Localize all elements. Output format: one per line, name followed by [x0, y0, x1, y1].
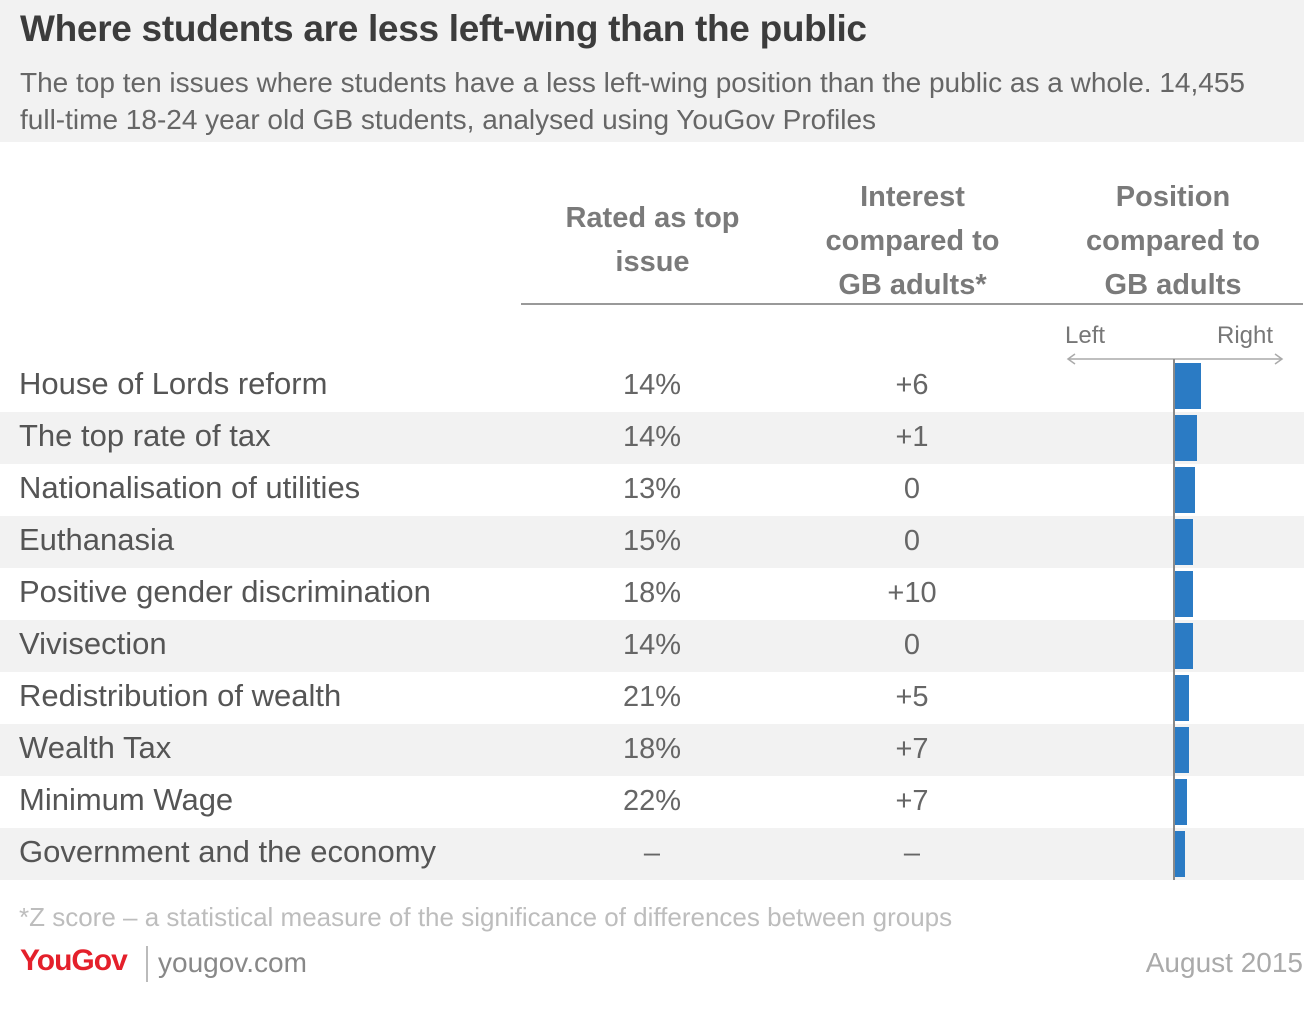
table-row: Nationalisation of utilities 13% 0 [0, 464, 1304, 516]
interest-value: – [903, 837, 921, 869]
rated-value: 21% [622, 681, 682, 713]
logo-divider [146, 946, 148, 982]
axis-label-right: Right [1217, 322, 1274, 349]
footnote: *Z score – a statistical measure of the … [19, 902, 953, 932]
issue-label: House of Lords reform [19, 366, 328, 401]
rated-value: 15% [622, 525, 682, 557]
yougov-logo: YouGov [20, 944, 128, 977]
interest-value: +10 [887, 577, 937, 609]
issue-label: Government and the economy [19, 834, 437, 869]
position-bar [1175, 675, 1189, 721]
issue-label: Minimum Wage [19, 782, 234, 817]
interest-value: +1 [895, 421, 929, 453]
interest-value: +5 [895, 681, 929, 713]
chart-title: Where students are less left-wing than t… [20, 8, 867, 49]
rated-value: 14% [622, 629, 682, 661]
issue-label: Euthanasia [19, 522, 175, 557]
position-bar [1175, 831, 1185, 877]
table-row: Government and the economy – – [0, 828, 1304, 880]
column-header-rated: Rated as top issue [565, 202, 740, 278]
rated-value: 18% [622, 577, 682, 609]
rated-value: 22% [622, 785, 682, 817]
table-row: Wealth Tax 18% +7 [0, 724, 1304, 776]
interest-value: +7 [895, 785, 929, 817]
issue-label: Redistribution of wealth [19, 678, 342, 713]
site-link[interactable]: yougov.com [158, 947, 307, 978]
issue-label: The top rate of tax [19, 418, 271, 453]
position-bar [1175, 415, 1197, 461]
issue-label: Wealth Tax [19, 730, 172, 765]
issue-label: Vivisection [19, 626, 167, 661]
rated-value: 13% [622, 473, 682, 505]
table-row: Positive gender discrimination 18% +10 [0, 568, 1304, 620]
table-row: Euthanasia 15% 0 [0, 516, 1304, 568]
chart-subtitle: The top ten issues where students have a… [20, 67, 1245, 135]
position-bar [1175, 779, 1187, 825]
table-row: Minimum Wage 22% +7 [0, 776, 1304, 828]
header-band: Where students are less left-wing than t… [0, 0, 1304, 142]
rated-value: 14% [622, 369, 682, 401]
column-header-position: Position compared to GB adults [1085, 181, 1261, 301]
table-row: Vivisection 14% 0 [0, 620, 1304, 672]
position-bar [1175, 519, 1193, 565]
position-bar [1175, 727, 1189, 773]
axis-label-left: Left [1065, 322, 1106, 349]
rated-value: 18% [622, 733, 682, 765]
header-divider [521, 303, 1303, 305]
table-row: The top rate of tax 14% +1 [0, 412, 1304, 464]
publication-date: August 2015 [1145, 947, 1303, 978]
issue-label: Nationalisation of utilities [19, 470, 361, 505]
axis-arrow-right [1274, 353, 1284, 365]
interest-value: 0 [903, 629, 921, 661]
axis-arrow-left [1066, 353, 1076, 365]
position-bar [1175, 467, 1195, 513]
interest-value: 0 [903, 525, 921, 557]
table-row: House of Lords reform 14% +6 [0, 360, 1304, 412]
issue-label: Positive gender discrimination [19, 574, 431, 609]
interest-value: +7 [895, 733, 929, 765]
rated-value: 14% [622, 421, 682, 453]
position-bar [1175, 363, 1201, 409]
position-bar [1175, 623, 1193, 669]
table-row: Redistribution of wealth 21% +5 [0, 672, 1304, 724]
rated-value: – [643, 837, 661, 869]
position-bar [1175, 571, 1193, 617]
interest-value: +6 [895, 369, 929, 401]
column-header-interest: Interest compared to GB adults* [825, 181, 1000, 301]
interest-value: 0 [903, 473, 921, 505]
